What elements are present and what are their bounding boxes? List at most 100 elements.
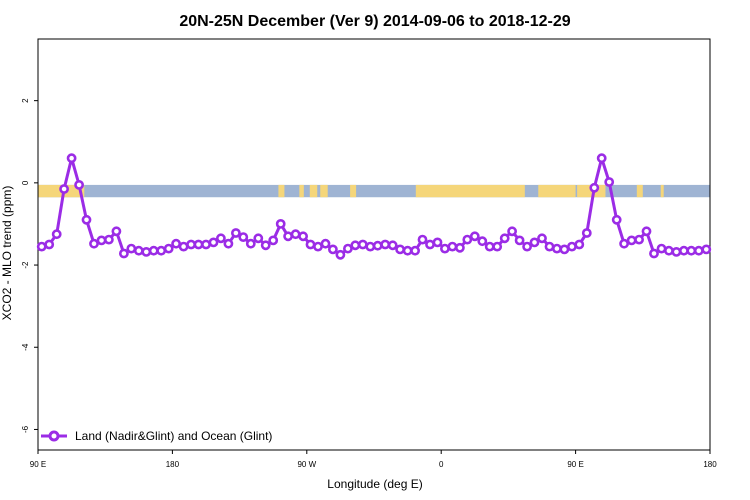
data-point <box>148 245 159 256</box>
y-tick-label: -4 <box>21 343 30 351</box>
data-point <box>59 184 69 194</box>
data-point <box>104 234 114 245</box>
data-point <box>701 244 712 255</box>
land-segment <box>660 184 664 198</box>
x-tick-label: 90 W <box>297 460 316 469</box>
legend-marker-swatch <box>48 430 60 442</box>
data-point <box>395 244 405 255</box>
y-tick-label: -2 <box>21 261 30 269</box>
data-point <box>260 240 271 251</box>
land-segment <box>415 184 525 198</box>
land-segment <box>309 184 318 198</box>
data-point <box>469 231 480 242</box>
data-point <box>305 239 316 250</box>
land-segment <box>320 184 328 198</box>
data-point <box>380 239 391 250</box>
data-point <box>342 243 353 254</box>
x-tick-label: 90 E <box>30 460 46 469</box>
data-point <box>387 240 398 251</box>
data-point <box>223 238 234 249</box>
data-point <box>477 236 488 247</box>
data-point <box>372 240 383 251</box>
data-point <box>425 239 435 250</box>
data-point <box>649 248 659 259</box>
data-point <box>156 245 167 256</box>
data-point <box>611 214 622 225</box>
data-point <box>417 234 428 245</box>
data-point <box>283 231 293 242</box>
x-axis: 90 E 180 90 W 0 90 E 180 <box>30 450 717 469</box>
data-point <box>619 238 629 249</box>
data-point <box>357 239 368 250</box>
data-point <box>320 238 331 249</box>
data-point <box>664 245 674 256</box>
land-segment <box>350 184 357 198</box>
data-point <box>454 242 465 253</box>
data-point <box>492 241 503 252</box>
land-segment <box>299 184 304 198</box>
data-point <box>507 226 517 237</box>
data-point <box>589 182 600 193</box>
y-axis: 2 0 -2 -4 -6 <box>21 98 38 433</box>
data-point <box>350 240 361 251</box>
data-point <box>201 239 211 250</box>
land-segment <box>278 184 285 198</box>
data-point <box>552 243 562 254</box>
data-point <box>44 239 55 250</box>
data-point <box>74 179 84 190</box>
data-point <box>193 239 204 250</box>
data-point <box>484 241 495 252</box>
x-tick-label: 0 <box>439 460 444 469</box>
data-point <box>574 239 585 250</box>
data-point <box>432 237 443 248</box>
data-point <box>178 241 189 252</box>
data-point <box>522 241 532 252</box>
data-point <box>514 235 525 246</box>
land-segment <box>538 184 576 198</box>
data-point <box>36 241 47 252</box>
data-point <box>693 245 704 256</box>
data-point <box>96 235 107 246</box>
data-point <box>126 243 137 254</box>
data-point <box>604 177 615 187</box>
data-point <box>335 249 346 260</box>
data-point <box>111 226 122 237</box>
data-series <box>36 153 712 260</box>
data-point <box>596 153 607 164</box>
data-point <box>559 244 570 255</box>
legend: Land (Nadir&Glint) and Ocean (Glint) <box>41 429 272 443</box>
data-point <box>634 234 644 245</box>
data-point <box>208 237 219 248</box>
data-point <box>537 233 547 244</box>
data-point <box>439 243 450 254</box>
legend-label: Land (Nadir&Glint) and Ocean (Glint) <box>75 429 272 443</box>
y-tick-label: -6 <box>21 425 30 433</box>
data-point <box>133 245 144 256</box>
data-point <box>171 238 181 249</box>
data-point <box>141 246 152 257</box>
land-segment <box>636 184 643 198</box>
data-point <box>313 241 323 252</box>
data-point <box>626 235 637 246</box>
y-tick-label: 2 <box>21 98 30 103</box>
data-point <box>686 245 697 256</box>
data-point <box>290 229 301 240</box>
data-point <box>671 246 682 257</box>
data-point <box>66 153 77 164</box>
data-point <box>268 235 279 246</box>
x-tick-label: 90 E <box>567 460 583 469</box>
data-point <box>447 241 458 252</box>
data-point <box>253 233 264 244</box>
series-line <box>41 156 707 257</box>
data-point <box>298 231 308 242</box>
data-point <box>410 245 420 256</box>
x-tick-label: 180 <box>703 460 717 469</box>
data-point <box>365 241 376 252</box>
chart-title: 20N-25N December (Ver 9) 2014-09-06 to 2… <box>179 13 570 30</box>
data-point <box>245 238 256 249</box>
data-point <box>402 245 413 256</box>
data-point <box>327 244 338 255</box>
x-tick-label: 180 <box>166 460 180 469</box>
data-point <box>163 243 174 254</box>
